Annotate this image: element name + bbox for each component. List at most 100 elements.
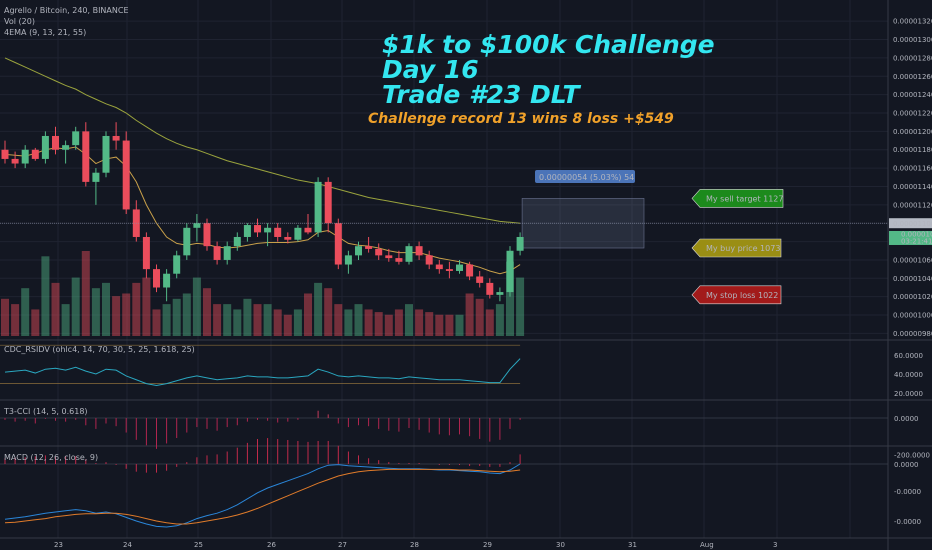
candle-body-2 xyxy=(21,149,29,164)
volume-bar-20 xyxy=(203,288,211,336)
volume-bar-44 xyxy=(445,314,454,336)
time-tick-3: 26 xyxy=(267,541,276,549)
macd-tick-0: 0.0000 xyxy=(894,461,919,469)
volume-bar-17 xyxy=(172,298,181,336)
candle-body-16 xyxy=(163,273,171,288)
candles[interactable] xyxy=(0,122,888,302)
volume-bar-50 xyxy=(506,261,514,336)
measure-label: 0.00000054 (5.03%) 54 xyxy=(539,173,634,182)
time-tick-4: 27 xyxy=(338,541,347,549)
volume-bar-26 xyxy=(263,304,272,336)
last-price-tag xyxy=(889,218,932,229)
stop-loss-callout-text: My stop loss 1022 xyxy=(706,291,778,300)
macd-pane xyxy=(0,438,888,528)
price-tick-17: 0.00000980 xyxy=(893,330,932,338)
volume-bar-9 xyxy=(91,288,100,336)
rsi-tick-1: 40.0000 xyxy=(894,371,923,379)
candle-body-46 xyxy=(466,264,474,277)
volume-bar-15 xyxy=(152,309,161,336)
price-tick-9: 0.00001140 xyxy=(893,183,932,191)
time-tick-5: 28 xyxy=(410,541,419,549)
volume-bar-34 xyxy=(344,309,353,336)
volume-bar-31 xyxy=(314,282,323,336)
volume-bar-48 xyxy=(485,309,494,336)
candle-body-35 xyxy=(355,246,362,256)
countdown-label: 03:21:41 xyxy=(901,237,932,245)
volume-bar-0 xyxy=(1,298,9,336)
candle-body-44 xyxy=(445,269,453,271)
volume-bar-10 xyxy=(102,282,110,336)
stop-loss-callout-box xyxy=(691,285,782,305)
annotation-record: Challenge record 13 wins 8 loss +$549 xyxy=(368,111,674,127)
volume-bar-42 xyxy=(425,312,434,336)
candle-body-23 xyxy=(233,236,241,247)
volume-bar-18 xyxy=(182,293,191,336)
volume-bar-4 xyxy=(41,256,50,336)
price-tick-14: 0.00001040 xyxy=(893,275,932,283)
ema-fast-line xyxy=(4,146,521,275)
volume-bar-3 xyxy=(31,309,40,336)
candle-body-50 xyxy=(506,250,514,293)
volume-bar-12 xyxy=(122,293,131,336)
volume-bar-7 xyxy=(71,277,80,336)
candle-body-17 xyxy=(173,255,181,274)
volume-bar-1 xyxy=(11,304,20,336)
volume-bar-27 xyxy=(273,309,282,336)
measure-label-bg xyxy=(535,170,635,183)
volume-bar-14 xyxy=(142,277,151,336)
annotation-title: $1k to $100k Challenge xyxy=(382,30,715,59)
candle-body-49 xyxy=(496,292,504,295)
volume-bar-40 xyxy=(405,304,413,336)
macd-tick-1: -0.0000 xyxy=(894,488,921,496)
volume-bar-29 xyxy=(293,309,302,336)
sell-target-callout[interactable]: My sell target 1127 xyxy=(691,189,784,208)
sell-target-callout-box xyxy=(691,189,784,208)
time-tick-8: 31 xyxy=(628,541,637,549)
price-tick-3: 0.00001260 xyxy=(893,73,932,81)
volume-bar-22 xyxy=(223,304,232,336)
price-tick-16: 0.00001000 xyxy=(893,312,932,320)
sell-target-callout-text: My sell target 1127 xyxy=(706,194,783,203)
candle-body-26 xyxy=(264,227,272,233)
price-tick-10: 0.00001120 xyxy=(893,201,932,209)
callouts[interactable]: My sell target 1127 My buy price 1073 My s… xyxy=(691,189,784,305)
vol-legend: Vol (20) xyxy=(4,17,35,26)
buy-price-callout[interactable]: My buy price 1073 xyxy=(691,238,782,258)
volume-bar-23 xyxy=(233,309,242,336)
volume-bar-24 xyxy=(243,298,252,336)
volume-bar-41 xyxy=(415,309,424,336)
price-tick-6: 0.00001200 xyxy=(893,128,932,136)
candle-body-37 xyxy=(375,248,383,256)
macd-legend: MACD (12, 26, close, 9) xyxy=(4,453,99,462)
candle-body-5 xyxy=(52,135,59,150)
time-tick-7: 30 xyxy=(556,541,565,549)
candle-body-0 xyxy=(1,149,9,159)
ema-lines xyxy=(4,57,521,275)
candle-body-45 xyxy=(456,264,463,271)
ema-legend: 4EMA (9, 13, 21, 55) xyxy=(4,28,87,37)
candle-body-8 xyxy=(82,131,90,182)
volume-bar-39 xyxy=(394,309,403,336)
candle-body-43 xyxy=(435,264,443,270)
candle-body-41 xyxy=(415,246,423,256)
buy-price-callout-box xyxy=(691,238,782,258)
candle-body-7 xyxy=(72,131,80,146)
volume-bar-25 xyxy=(253,304,262,336)
measure-tool[interactable]: 0.00000054 (5.03%) 54 xyxy=(521,170,645,249)
candle-body-18 xyxy=(183,227,191,256)
candle-body-29 xyxy=(294,227,302,240)
macd-tick-2: -0.0000 xyxy=(894,518,921,526)
price-tick-5: 0.00001220 xyxy=(893,110,932,118)
symbol-title: Agrello / Bitcoin, 240, BINANCE xyxy=(4,6,129,15)
stop-loss-callout[interactable]: My stop loss 1022 xyxy=(691,285,782,305)
candle-body-36 xyxy=(365,246,373,249)
candle-body-11 xyxy=(112,135,120,141)
candle-body-39 xyxy=(395,258,403,262)
price-tick-0: 0.00001320 xyxy=(893,18,932,26)
candle-body-42 xyxy=(425,255,433,265)
volume-bar-16 xyxy=(162,304,171,336)
candle-body-9 xyxy=(92,172,100,182)
candle-body-48 xyxy=(486,282,494,295)
cci-tick-1: -200.0000 xyxy=(894,451,930,459)
